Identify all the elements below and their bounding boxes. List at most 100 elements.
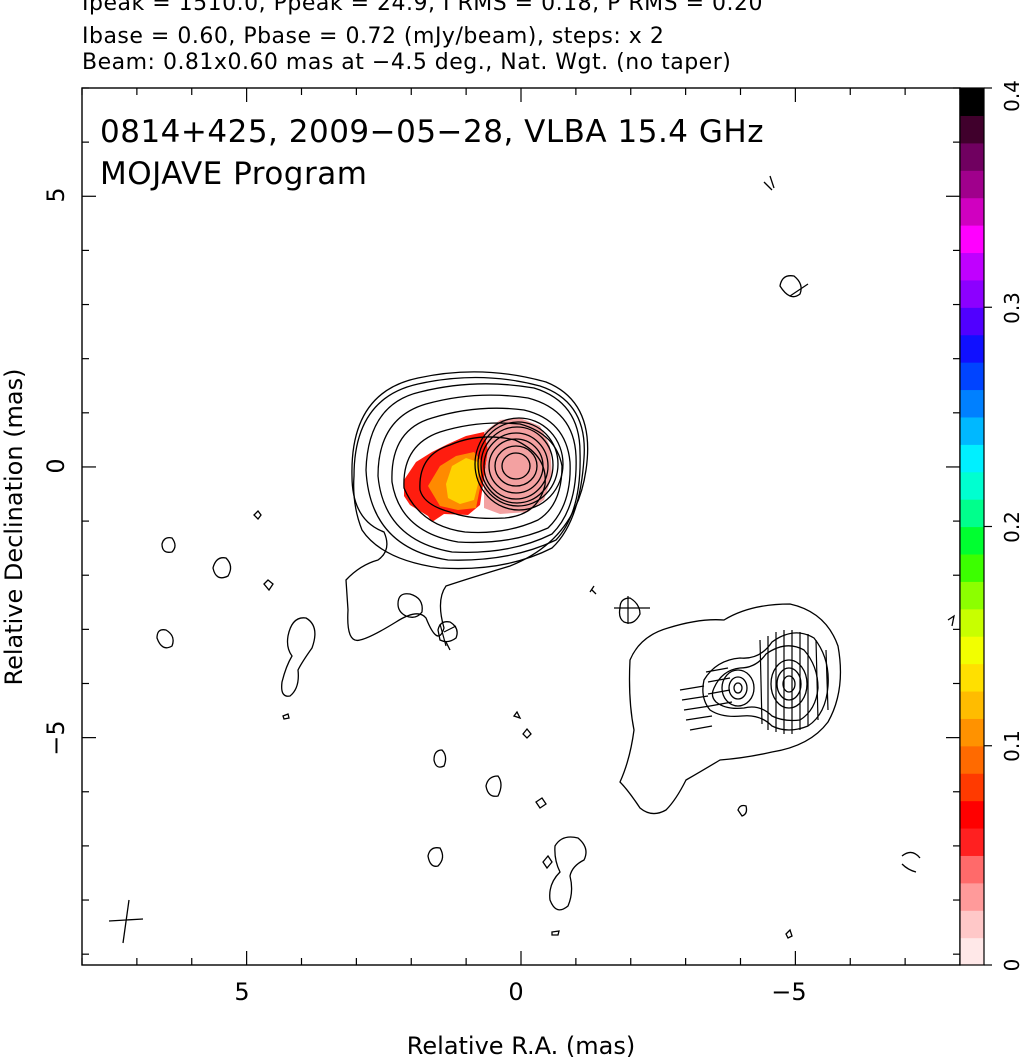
colorbar-swatch [960,142,984,171]
pol-region-yellow [446,458,478,504]
colorbar-tick-label: 0 [1000,959,1021,972]
beam-marker [108,899,144,944]
envelope-contour [365,383,581,561]
colorbar-swatch [960,279,984,308]
noise-contour [542,854,553,870]
colorbar-swatch [960,718,984,747]
envelope-contour [353,376,585,570]
noise-contour [947,614,955,627]
core-contour [494,445,538,487]
map-title: 0814+425, 2009−05−28, VLBA 15.4 GHz [100,114,764,150]
colorbar-swatch [960,690,984,719]
colorbar-swatch [960,389,984,418]
colorbar-tick-label: 0.4 [1000,80,1021,112]
colorbar [960,87,992,966]
x-tick-label: −5 [771,978,806,1006]
colorbar-swatch [960,416,984,445]
colorbar-frame [959,87,985,966]
sw-component-contour [770,659,808,709]
envelope-contour [403,422,563,534]
noise-contour [589,585,597,595]
noise-contour [253,510,262,520]
y-tick-label: −5 [42,720,70,755]
noise-contour [901,851,921,873]
colorbar-swatch [960,471,984,500]
core-contour [474,417,564,511]
colorbar-swatch [960,827,984,856]
colorbar-swatch [960,800,984,829]
y-axis-label: Relative Declination (mas) [0,368,28,685]
noise-contour [212,557,232,579]
noise-contour [551,930,560,936]
colorbar-swatch [960,608,984,637]
colorbar-swatch [960,499,984,528]
colorbar-swatch [960,225,984,254]
sw-envelope-contour [619,603,842,815]
colorbar-swatch [960,170,984,199]
sw-component-contour [721,669,755,707]
sw-component-contour [776,667,802,701]
colorbar-swatch [960,553,984,582]
colorbar-tick-label: 0.3 [1000,292,1021,324]
stats-line: Ipeak = 1510.0, Ppeak = 24.9, I RMS = 0.… [82,0,763,16]
colorbar-swatch [960,252,984,281]
pol-region-pink [484,418,552,514]
noise-contour [281,617,316,697]
core-contour [483,432,549,500]
colorbar-swatch [960,773,984,802]
noise-contour [785,928,793,939]
beam-line: Beam: 0.81x0.60 mas at −4.5 deg., Nat. W… [82,50,732,75]
noise-contour [522,727,532,739]
map-subtitle: MOJAVE Program [100,156,367,192]
intensity-contours [156,175,955,939]
colorbar-swatch [960,745,984,774]
x-tick-label: 5 [234,978,249,1006]
colorbar-swatch [960,197,984,226]
core-contour [480,426,554,504]
jet-blob-contour [397,593,423,618]
colorbar-swatch [960,88,984,117]
y-tick-label: 0 [42,458,70,473]
colorbar-tick-label: 0.2 [1000,511,1021,543]
noise-contour [282,713,290,720]
noise-contour [263,579,274,592]
noise-contour [549,836,587,911]
colorbar-labels: 0 0.1 0.2 0.3 0.4 [1000,80,1021,971]
x-axis-label: Relative R.A. (mas) [407,1032,635,1060]
noise-contour [535,797,547,809]
noise-contour [512,710,522,720]
colorbar-swatch [960,307,984,336]
colorbar-swatch [960,663,984,692]
sw-component-contour [711,645,819,722]
colorbar-swatch [960,115,984,144]
colorbar-swatch [960,910,984,939]
sw-component-contour [728,676,748,700]
noise-contour [433,749,447,768]
base-line: Ibase = 0.60, Pbase = 0.72 (mJy/beam), s… [82,24,665,49]
noise-contour [485,775,502,797]
envelope-contour [391,407,571,544]
colorbar-swatch [960,444,984,473]
colorbar-tick-label: 0.1 [1000,730,1021,762]
colorbar-swatch [960,636,984,665]
sw-component-contour [782,675,796,693]
envelope-contour [419,436,546,520]
envelope-contour [345,371,589,642]
colorbar-swatch [960,526,984,555]
noise-contour [618,597,641,624]
core-contour [477,421,559,507]
colorbar-swatch [960,334,984,363]
evpa-vectors [439,283,829,734]
sw-component-contour [702,632,829,731]
jet-extension [445,641,451,651]
noise-contour [427,847,444,867]
colorbar-swatch [960,362,984,391]
core-contour [501,452,531,480]
noise-contour [779,275,802,298]
colorbar-swatch [960,937,984,966]
jet-blob-contour [437,621,458,643]
noise-contour [763,181,773,191]
colorbar-swatch [960,855,984,884]
sw-component-contour [733,682,743,694]
